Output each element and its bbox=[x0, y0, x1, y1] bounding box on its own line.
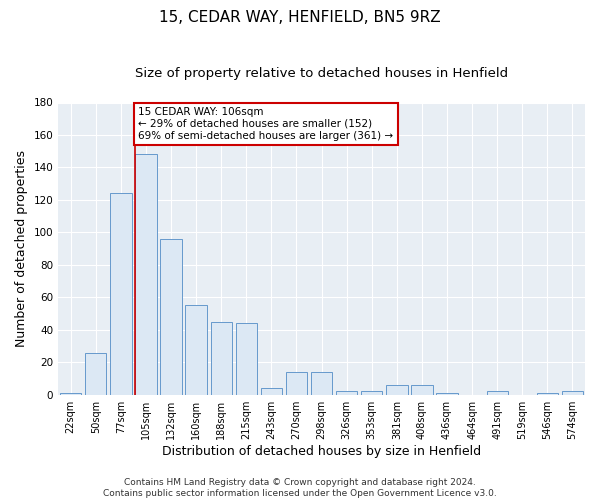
Bar bbox=[85, 352, 106, 395]
Bar bbox=[110, 194, 131, 394]
Bar bbox=[562, 392, 583, 394]
Bar bbox=[336, 392, 358, 394]
Bar bbox=[160, 239, 182, 394]
Bar bbox=[386, 385, 407, 394]
Title: Size of property relative to detached houses in Henfield: Size of property relative to detached ho… bbox=[135, 68, 508, 80]
Bar bbox=[261, 388, 282, 394]
Bar bbox=[60, 393, 82, 394]
X-axis label: Distribution of detached houses by size in Henfield: Distribution of detached houses by size … bbox=[162, 444, 481, 458]
Bar bbox=[311, 372, 332, 394]
Y-axis label: Number of detached properties: Number of detached properties bbox=[15, 150, 28, 347]
Bar bbox=[286, 372, 307, 394]
Bar bbox=[361, 392, 382, 394]
Bar bbox=[236, 324, 257, 394]
Text: 15 CEDAR WAY: 106sqm
← 29% of detached houses are smaller (152)
69% of semi-deta: 15 CEDAR WAY: 106sqm ← 29% of detached h… bbox=[139, 108, 394, 140]
Text: 15, CEDAR WAY, HENFIELD, BN5 9RZ: 15, CEDAR WAY, HENFIELD, BN5 9RZ bbox=[159, 10, 441, 25]
Bar bbox=[185, 306, 207, 394]
Text: Contains HM Land Registry data © Crown copyright and database right 2024.
Contai: Contains HM Land Registry data © Crown c… bbox=[103, 478, 497, 498]
Bar bbox=[136, 154, 157, 394]
Bar bbox=[487, 392, 508, 394]
Bar bbox=[436, 393, 458, 394]
Bar bbox=[211, 322, 232, 394]
Bar bbox=[411, 385, 433, 394]
Bar bbox=[537, 393, 558, 394]
